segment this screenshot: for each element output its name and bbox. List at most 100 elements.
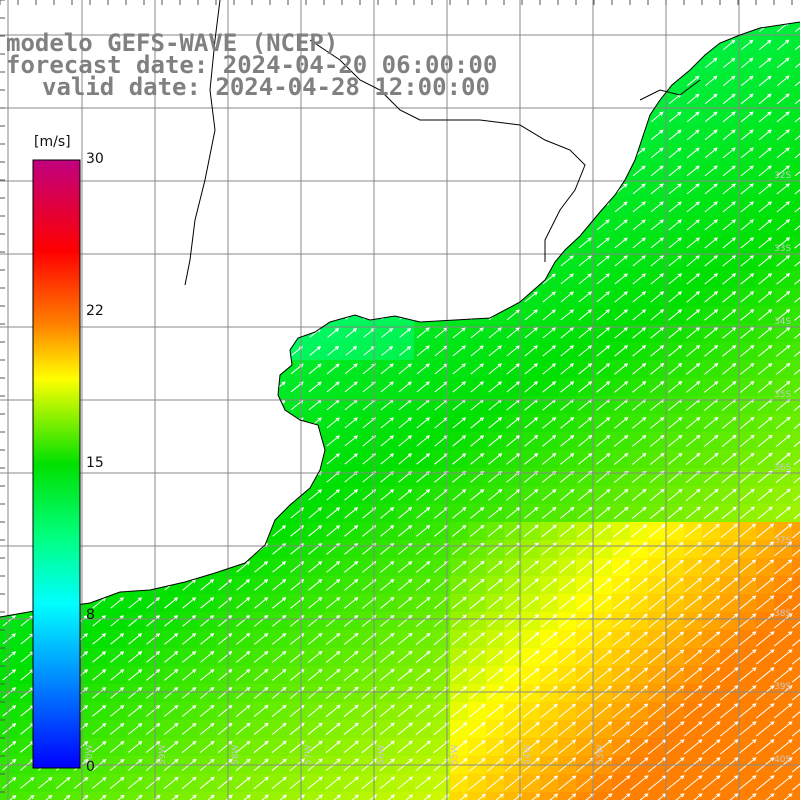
- wind-arrow: [307, 722, 323, 736]
- wind-arrow: [488, 255, 502, 267]
- wind-arrow: [630, 559, 648, 574]
- wind-arrow: [345, 220, 357, 230]
- wind-arrow: [200, 579, 215, 591]
- wind-arrow: [543, 129, 556, 140]
- wind-arrow: [253, 794, 269, 800]
- wind-speed-cell: [252, 540, 271, 559]
- wind-speed-cell: [324, 522, 343, 541]
- wind-speed-cell: [684, 36, 703, 55]
- wind-arrow: [111, 292, 123, 302]
- wind-arrow: [91, 776, 107, 789]
- wind-speed-cell: [198, 306, 217, 325]
- wind-arrow: [253, 704, 269, 717]
- wind-arrow: [199, 794, 215, 800]
- wind-speed-cell: [486, 342, 505, 361]
- wind-speed-cell: [108, 306, 127, 325]
- wind-arrow: [415, 614, 431, 627]
- wind-arrow: [236, 435, 250, 447]
- wind-arrow: [558, 703, 577, 718]
- wind-arrow: [361, 578, 377, 591]
- wind-speed-cell: [108, 288, 127, 307]
- wind-speed-cell: [522, 252, 541, 271]
- wind-arrow: [345, 328, 358, 338]
- wind-arrow: [633, 57, 646, 68]
- wind-arrow: [109, 794, 125, 800]
- latitude-label: 32S: [774, 171, 791, 181]
- wind-arrow: [146, 651, 161, 663]
- wind-arrow: [632, 381, 647, 393]
- wind-arrow: [488, 327, 502, 339]
- wind-speed-cell: [126, 108, 145, 127]
- wind-arrow: [596, 273, 610, 285]
- wind-arrow: [381, 202, 393, 212]
- wind-arrow: [325, 632, 341, 645]
- wind-speed-cell: [162, 684, 181, 703]
- wind-speed-cell: [198, 468, 217, 487]
- wind-arrow: [145, 776, 161, 789]
- wind-speed-cell: [630, 72, 649, 91]
- wind-speed-cell: [792, 198, 800, 217]
- wind-arrow: [237, 328, 249, 338]
- wind-speed-cell: [288, 360, 307, 379]
- wind-arrow: [668, 345, 683, 357]
- wind-arrow: [522, 703, 540, 718]
- wind-speed-cell: [396, 306, 415, 325]
- wind-speed-cell: [342, 342, 361, 361]
- wind-arrow: [327, 310, 340, 320]
- wind-speed-cell: [576, 306, 595, 325]
- wind-arrow: [666, 613, 685, 629]
- wind-speed-cell: [432, 450, 451, 469]
- wind-arrow: [3, 417, 16, 428]
- wind-speed-cell: [468, 396, 487, 415]
- wind-arrow: [325, 668, 341, 681]
- wind-speed-cell: [558, 162, 577, 181]
- wind-arrow: [235, 668, 251, 681]
- wind-speed-cell: [306, 144, 325, 163]
- wind-arrow: [791, 577, 800, 593]
- wind-arrow: [362, 525, 377, 537]
- wind-arrow: [236, 615, 251, 627]
- wind-speed-cell: [540, 234, 559, 253]
- wind-speed-cell: [648, 270, 667, 289]
- wind-arrow: [541, 614, 558, 628]
- wind-arrow: [468, 704, 486, 718]
- wind-arrow: [130, 166, 141, 175]
- wind-speed-cell: [432, 0, 451, 19]
- wind-arrow: [308, 435, 322, 447]
- wind-arrow: [239, 6, 247, 13]
- wind-arrow: [307, 794, 324, 800]
- wind-speed-cell: [162, 144, 181, 163]
- wind-arrow: [596, 147, 610, 159]
- wind-speed-cell: [558, 54, 577, 73]
- wind-speed-cell: [414, 252, 433, 271]
- wind-speed-cell: [198, 198, 217, 217]
- wind-speed-cell: [396, 198, 415, 217]
- wind-speed-cell: [324, 360, 343, 379]
- wind-arrow: [200, 543, 215, 555]
- wind-arrow: [345, 130, 357, 140]
- wind-speed-cell: [324, 468, 343, 487]
- wind-arrow: [453, 22, 465, 32]
- wind-arrow: [757, 434, 773, 447]
- wind-speed-cell: [666, 54, 685, 73]
- wind-speed-cell: [486, 792, 505, 800]
- wind-arrow: [325, 722, 341, 736]
- wind-speed-cell: [360, 378, 379, 397]
- wind-speed-cell: [144, 108, 163, 127]
- wind-arrow: [791, 775, 800, 791]
- wind-arrow: [488, 273, 502, 285]
- wind-arrow: [579, 75, 592, 86]
- wind-speed-cell: [144, 198, 163, 217]
- wind-speed-cell: [270, 306, 289, 325]
- wind-speed-cell: [324, 270, 343, 289]
- wind-arrow: [110, 579, 125, 591]
- wind-arrow: [309, 130, 321, 140]
- wind-speed-cell: [216, 540, 235, 559]
- wind-speed-cell: [324, 414, 343, 433]
- wind-speed-cell: [216, 378, 235, 397]
- wind-speed-cell: [180, 702, 199, 721]
- wind-arrow: [794, 129, 800, 141]
- wind-speed-cell: [414, 22, 433, 37]
- wind-arrow: [397, 740, 414, 754]
- wind-arrow: [182, 489, 196, 501]
